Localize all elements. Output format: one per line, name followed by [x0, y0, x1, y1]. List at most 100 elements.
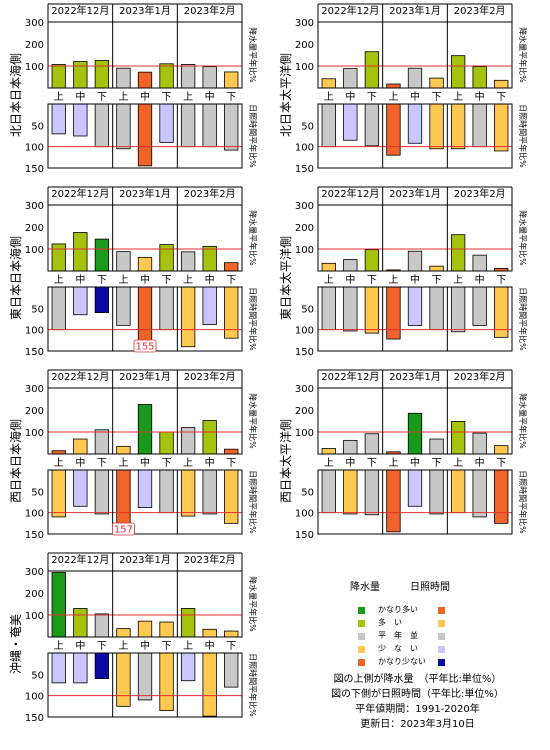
- precip-bar: [364, 249, 380, 272]
- sun-bar: [180, 469, 196, 517]
- precip-axis-label: 降水量平年比%: [248, 393, 258, 449]
- period-label: 下: [432, 92, 442, 103]
- region-label: 北日本太平洋側: [278, 53, 293, 137]
- precip-bar: [73, 438, 88, 455]
- precip-axis-label: 降水量平年比%: [518, 27, 528, 83]
- precip-bar: [180, 64, 196, 89]
- legend-label: 少 な い: [378, 644, 418, 653]
- sun-frame: [47, 469, 243, 535]
- precip-axis-label: 降水量平年比%: [518, 393, 528, 449]
- precip-bar: [137, 620, 153, 638]
- sun-bar: [494, 103, 509, 152]
- precip-bar: [73, 608, 88, 638]
- precip-tick-label: 100: [25, 245, 44, 256]
- precip-bar: [364, 51, 380, 89]
- sun-frame: [317, 469, 513, 535]
- sun-bar: [137, 652, 153, 701]
- sun-bar: [429, 469, 444, 515]
- legend-sun-swatch: [438, 659, 445, 666]
- region-label: 沖縄・奄美: [8, 614, 23, 674]
- period-label: 下: [162, 458, 172, 469]
- month-label: 2023年2月: [454, 370, 506, 383]
- sun-axis-label: 日照時間平年比%: [248, 470, 258, 534]
- sun-bar: [343, 103, 358, 141]
- period-label: 上: [388, 457, 398, 469]
- sun-tick-label: 50: [301, 487, 314, 498]
- sun-bar: [159, 103, 174, 143]
- sun-axis-label: 日照時間平年比%: [248, 104, 258, 168]
- precip-tick-label: 100: [25, 62, 44, 73]
- region-panel: 2022年12月 2023年1月 2023年2月 100 200 300 50 100 150 上…: [8, 552, 258, 724]
- sun-bar: [450, 469, 466, 514]
- sun-bar: [364, 469, 380, 516]
- period-label: 中: [345, 456, 355, 469]
- legend-precip-swatch: [358, 620, 365, 627]
- sun-tick-label: 100: [25, 326, 44, 337]
- sun-bar: [386, 103, 401, 156]
- sun-bar: [116, 652, 131, 707]
- period-label: 上: [54, 91, 64, 103]
- legend-note: 図の下側が日照時間（平年比:単位%）: [331, 689, 504, 700]
- region-panel: 2022年12月 2023年1月 2023年2月 100 200 300 50 100 150 上…: [278, 186, 528, 358]
- sun-bar: [202, 469, 217, 515]
- legend-label: 多 い: [378, 618, 402, 627]
- period-label: 中: [140, 639, 150, 652]
- precip-bar: [343, 259, 358, 272]
- period-label: 上: [324, 91, 334, 103]
- legend-row: かなり多い: [300, 604, 535, 617]
- precip-tick-label: 300: [295, 18, 314, 29]
- month-label: 2023年1月: [119, 553, 171, 566]
- precip-tick-label: 100: [295, 428, 314, 439]
- legend-sun-swatch: [438, 620, 445, 627]
- overflow-annotation-box: [133, 339, 157, 353]
- sun-axis-label: 日照時間平年比%: [248, 287, 258, 351]
- sun-bar: [51, 103, 66, 135]
- period-label: 下: [226, 275, 236, 286]
- sun-bar: [51, 469, 66, 518]
- sun-bar: [386, 469, 401, 533]
- legend-sun-header: 日照時間: [410, 582, 450, 593]
- period-label: 中: [345, 273, 355, 286]
- legend-note: 図の上側が降水量 （平年比:単位%）: [333, 674, 502, 685]
- sun-bar: [137, 103, 153, 167]
- region-label: 西日本太平洋側: [278, 419, 293, 503]
- period-label: 中: [205, 273, 215, 286]
- precip-bar: [386, 83, 401, 89]
- sun-bar: [73, 103, 88, 137]
- sun-bar: [450, 103, 466, 150]
- sun-bar: [321, 286, 336, 331]
- precip-bar: [407, 412, 423, 455]
- sun-bar: [429, 286, 444, 331]
- precip-bar: [321, 78, 336, 89]
- sun-tick-label: 50: [301, 121, 314, 132]
- sun-tick-label: 100: [25, 143, 44, 154]
- precip-bar: [116, 628, 131, 638]
- sun-bar: [321, 469, 336, 514]
- precip-bar: [450, 55, 466, 89]
- period-label: 中: [475, 273, 485, 286]
- period-label: 上: [118, 640, 128, 652]
- precip-bar: [450, 234, 466, 272]
- overflow-annotation-box: [112, 522, 135, 536]
- period-label: 上: [183, 457, 193, 469]
- precip-bar: [472, 432, 487, 455]
- sun-bar: [386, 286, 401, 340]
- sun-frame: [317, 103, 513, 169]
- region-panel: 2022年12月 2023年1月 2023年2月 100 200 300 50 100 150 上…: [8, 369, 258, 541]
- sun-axis-label: 日照時間平年比%: [518, 287, 528, 351]
- precip-tick-label: 200: [295, 40, 314, 51]
- period-label: 下: [97, 92, 107, 103]
- precip-bar: [51, 64, 66, 89]
- sun-bar: [94, 286, 110, 314]
- period-label: 下: [496, 275, 506, 286]
- legend-precip-header: 降水量: [350, 582, 380, 593]
- precip-bar: [224, 262, 239, 272]
- precip-bar: [159, 621, 174, 638]
- sun-frame: [47, 103, 243, 169]
- sun-bar: [116, 286, 131, 326]
- region-panel: 2022年12月 2023年1月 2023年2月 100 200 300 50 100 150 上…: [278, 3, 528, 175]
- precip-frame: [317, 204, 513, 272]
- region-label: 東日本太平洋側: [278, 236, 293, 320]
- period-label: 中: [75, 273, 85, 286]
- period-label: 中: [410, 456, 420, 469]
